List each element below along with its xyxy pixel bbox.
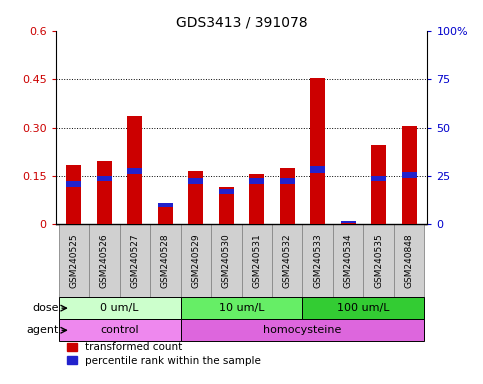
Bar xyxy=(127,168,142,174)
Text: 100 um/L: 100 um/L xyxy=(337,303,390,313)
Bar xyxy=(157,204,173,224)
Bar xyxy=(302,224,333,297)
Text: homocysteine: homocysteine xyxy=(263,325,341,335)
Text: GSM240525: GSM240525 xyxy=(70,233,78,288)
Bar xyxy=(280,168,295,224)
Bar xyxy=(333,224,363,297)
Bar xyxy=(181,319,425,341)
Bar xyxy=(219,187,234,224)
Text: GSM240535: GSM240535 xyxy=(374,233,383,288)
Bar xyxy=(188,171,203,224)
Bar xyxy=(120,224,150,297)
Bar xyxy=(58,319,181,341)
Title: GDS3413 / 391078: GDS3413 / 391078 xyxy=(176,16,307,30)
Bar xyxy=(401,126,417,224)
Bar xyxy=(150,224,181,297)
Text: GSM240848: GSM240848 xyxy=(405,233,413,288)
Bar xyxy=(272,224,302,297)
Text: 10 um/L: 10 um/L xyxy=(219,303,264,313)
Bar xyxy=(58,297,181,319)
Text: GSM240530: GSM240530 xyxy=(222,233,231,288)
Bar xyxy=(394,224,425,297)
Bar xyxy=(66,165,82,224)
Bar xyxy=(310,78,326,224)
Text: GSM240529: GSM240529 xyxy=(191,233,200,288)
Text: GSM240528: GSM240528 xyxy=(161,233,170,288)
Bar xyxy=(371,175,386,181)
Bar xyxy=(181,224,211,297)
Bar xyxy=(341,220,356,224)
Legend: transformed count, percentile rank within the sample: transformed count, percentile rank withi… xyxy=(63,338,265,370)
Bar xyxy=(89,224,120,297)
Text: GSM240534: GSM240534 xyxy=(344,233,353,288)
Text: control: control xyxy=(100,325,139,335)
Text: dose: dose xyxy=(32,303,58,313)
Bar xyxy=(363,224,394,297)
Bar xyxy=(97,176,112,181)
Bar xyxy=(127,116,142,224)
Text: GSM240532: GSM240532 xyxy=(283,233,292,288)
Bar xyxy=(97,162,112,224)
Bar xyxy=(302,297,425,319)
Text: 0 um/L: 0 um/L xyxy=(100,303,139,313)
Bar xyxy=(249,178,264,184)
Bar xyxy=(181,297,302,319)
Bar xyxy=(211,224,242,297)
Bar xyxy=(249,174,264,224)
Text: GSM240531: GSM240531 xyxy=(252,233,261,288)
Bar xyxy=(280,178,295,184)
Text: agent: agent xyxy=(26,325,58,335)
Bar xyxy=(242,224,272,297)
Bar xyxy=(58,224,89,297)
Bar xyxy=(401,172,417,178)
Bar xyxy=(341,220,356,223)
Bar xyxy=(157,203,173,207)
Bar xyxy=(66,181,82,187)
Text: GSM240526: GSM240526 xyxy=(100,233,109,288)
Bar xyxy=(188,178,203,184)
Bar xyxy=(310,166,326,173)
Bar xyxy=(371,145,386,224)
Text: GSM240527: GSM240527 xyxy=(130,233,139,288)
Text: GSM240533: GSM240533 xyxy=(313,233,322,288)
Bar xyxy=(219,189,234,194)
